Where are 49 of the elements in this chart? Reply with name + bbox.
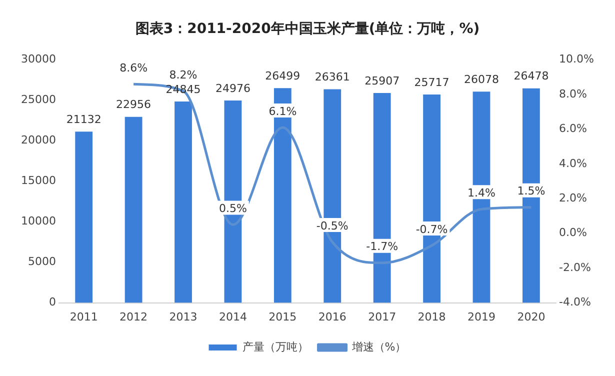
chart-title: 图表3：2011-2020年中国玉米产量(单位：万吨，%) — [135, 20, 480, 38]
x-tick-label: 2014 — [218, 310, 247, 324]
data-label: 22956 — [116, 98, 152, 112]
data-label: 25717 — [414, 76, 450, 89]
x-tick-label: 2013 — [169, 310, 198, 324]
y-tick-label: 20000 — [20, 134, 56, 147]
data-label: -1.7% — [366, 240, 398, 254]
bar — [75, 132, 93, 303]
data-label: 1.4% — [468, 186, 496, 200]
y-tick-label: 5000 — [28, 255, 56, 268]
y-tick-label: 10000 — [20, 214, 56, 228]
x-tick-label: 2019 — [467, 310, 496, 324]
y2-tick-label: 6.0% — [559, 122, 588, 136]
x-tick-label: 2017 — [368, 310, 396, 324]
data-label: 21132 — [66, 112, 102, 126]
bar — [174, 102, 192, 303]
data-label: 6.1% — [268, 104, 297, 118]
data-label: 25907 — [364, 74, 400, 88]
y2-tick-label: 0.0% — [559, 226, 588, 240]
data-label: -0.5% — [316, 219, 348, 232]
x-tick-label: 2015 — [268, 310, 297, 324]
y-tick-label: 15000 — [20, 174, 56, 188]
data-label: 26078 — [464, 72, 499, 86]
data-label: 24976 — [215, 82, 250, 95]
data-label: 26499 — [265, 70, 300, 83]
y2-tick-label: 4.0% — [559, 156, 588, 170]
data-label: 26361 — [314, 70, 350, 84]
legend-label: 产量（万吨） — [242, 340, 308, 354]
data-label: 0.5% — [218, 202, 247, 216]
x-tick-label: 2012 — [120, 310, 148, 324]
y2-tick-label: 2.0% — [559, 192, 588, 205]
y-tick-label: 25000 — [20, 93, 56, 106]
y-tick-label: 0 — [48, 296, 56, 309]
x-tick-label: 2011 — [70, 310, 98, 324]
data-label: 26478 — [514, 70, 549, 83]
data-label: 1.5% — [517, 184, 546, 198]
y2-tick-label: -4.0% — [559, 296, 591, 309]
y2-tick-label: 8.0% — [559, 87, 588, 100]
y-tick-label: 30000 — [20, 52, 56, 66]
x-tick-label: 2016 — [318, 310, 346, 324]
y2-tick-label: 10.0% — [559, 52, 594, 66]
x-tick-label: 2020 — [517, 310, 546, 324]
y2-tick-label: -2.0% — [559, 260, 591, 274]
data-label: 8.2% — [169, 68, 198, 82]
bar — [124, 116, 142, 303]
data-label: -0.7% — [416, 222, 448, 236]
data-label: 8.6% — [120, 61, 148, 74]
legend-label: 增速（%） — [350, 340, 406, 354]
x-tick-label: 2018 — [418, 310, 446, 324]
